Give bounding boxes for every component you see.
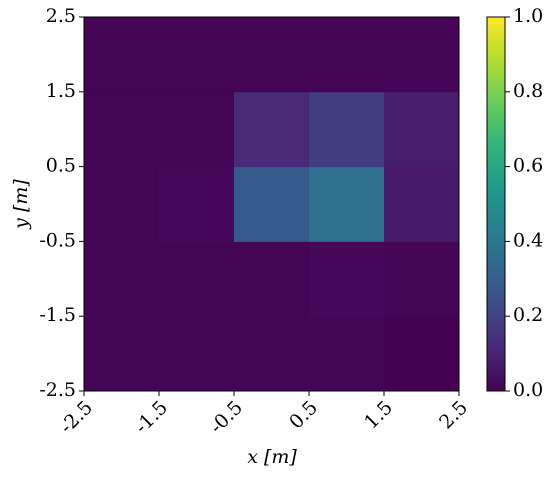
colorbar-tick-label: 0.4 xyxy=(513,229,543,251)
heatmap-cell xyxy=(309,316,385,392)
heatmap-cell xyxy=(309,166,385,242)
heatmap-cell xyxy=(159,166,235,242)
heatmap-cell xyxy=(84,241,160,317)
heatmap-cell xyxy=(159,17,235,93)
x-tick-label: -2.5 xyxy=(56,397,97,438)
heatmap-cell xyxy=(159,241,235,317)
x-tick-label: 0.5 xyxy=(285,397,322,434)
y-tick-label: 1.5 xyxy=(46,80,76,102)
x-tick-label: -1.5 xyxy=(131,397,172,438)
heatmap-cell xyxy=(159,91,235,168)
y-tick-label: 2.5 xyxy=(46,5,76,27)
heatmap-cell xyxy=(234,241,310,317)
x-tick-label: 1.5 xyxy=(360,397,397,434)
colorbar-tick-label: 0.8 xyxy=(513,80,543,102)
heatmap-cell xyxy=(309,91,385,168)
heatmap-cell xyxy=(234,166,310,242)
y-tick-label: 0.5 xyxy=(46,155,76,177)
x-axis-label: x [m] xyxy=(247,446,297,468)
heatmap-cell xyxy=(234,316,310,392)
plot-frame xyxy=(83,16,460,392)
heatmap-cell xyxy=(384,17,460,93)
heatmap-cell xyxy=(84,91,160,168)
heatmap-cell xyxy=(84,17,160,93)
x-tick-label: 2.5 xyxy=(435,397,472,434)
heatmap-cell xyxy=(159,316,235,392)
colorbar-tick-label: 0.2 xyxy=(513,304,543,326)
y-tick-label: -0.5 xyxy=(39,229,76,251)
heatmap-cell xyxy=(234,17,310,93)
y-tick-label: -2.5 xyxy=(39,379,76,401)
heatmap-cell xyxy=(84,166,160,242)
y-tick-label: -1.5 xyxy=(39,304,76,326)
heatmap-cell xyxy=(384,316,460,392)
y-axis-label: y [m] xyxy=(10,179,32,230)
heatmap-cell xyxy=(309,241,385,317)
x-tick-label: -0.5 xyxy=(206,397,247,438)
colorbar-tick-label: 0.0 xyxy=(513,379,543,401)
heatmap-cell xyxy=(309,17,385,93)
colorbar-tick-label: 1.0 xyxy=(513,5,543,27)
heatmap-cell xyxy=(384,241,460,317)
heatmap-cell xyxy=(384,166,460,242)
colorbar xyxy=(486,16,506,392)
heatmap-cell xyxy=(234,91,310,168)
heatmap-cell xyxy=(84,316,160,392)
heatmap-cell xyxy=(384,91,460,168)
colorbar-tick-label: 0.6 xyxy=(513,155,543,177)
